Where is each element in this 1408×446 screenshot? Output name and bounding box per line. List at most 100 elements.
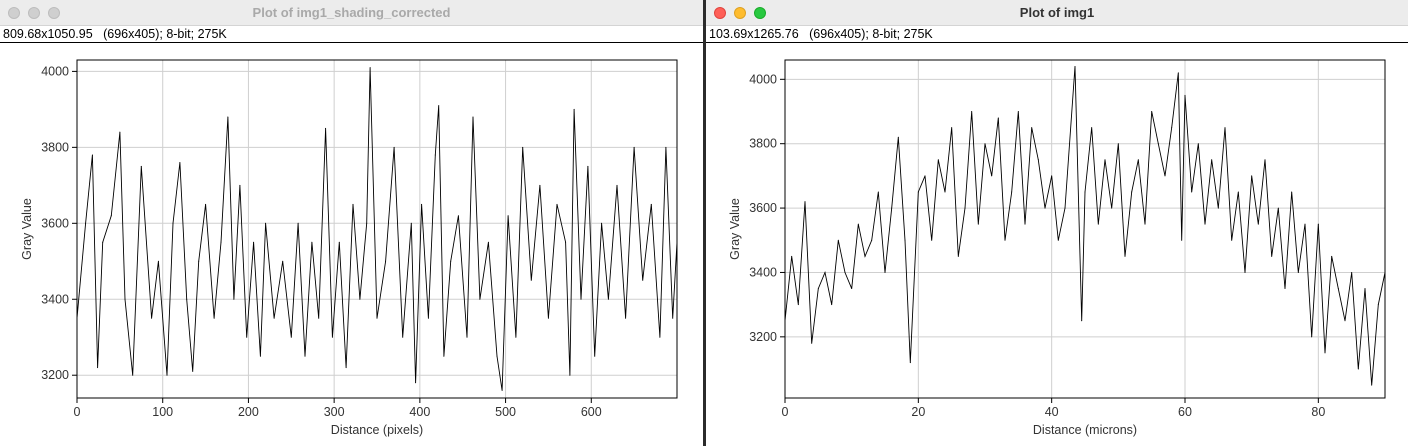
data-point	[811, 342, 813, 344]
data-point	[415, 382, 417, 384]
data-point	[971, 111, 973, 113]
data-point	[501, 389, 503, 391]
data-point	[665, 146, 667, 148]
data-point	[931, 239, 933, 241]
plot-area	[77, 60, 677, 398]
data-point	[1371, 384, 1373, 386]
data-point	[157, 260, 159, 262]
data-point	[198, 260, 200, 262]
data-point	[331, 336, 333, 338]
data-point	[421, 203, 423, 205]
x-tick-label: 200	[238, 405, 259, 419]
data-point	[359, 298, 361, 300]
title-bar[interactable]: Plot of img1_shading_corrected	[0, 0, 703, 26]
data-point	[1317, 223, 1319, 225]
data-point	[479, 298, 481, 300]
data-point	[1271, 255, 1273, 257]
data-point	[824, 271, 826, 273]
data-point	[944, 191, 946, 193]
zoom-button[interactable]	[48, 7, 60, 19]
data-point	[1064, 207, 1066, 209]
data-point	[1217, 207, 1219, 209]
data-point	[1111, 207, 1113, 209]
data-point	[1304, 223, 1306, 225]
close-button[interactable]	[8, 7, 20, 19]
data-point	[259, 355, 261, 357]
data-point	[1037, 159, 1039, 161]
profile-line	[76, 67, 678, 391]
data-point	[151, 317, 153, 319]
data-point	[565, 241, 567, 243]
data-point	[192, 370, 194, 372]
x-axis-label: Distance (microns)	[1033, 423, 1137, 437]
profile-plot[interactable]: 0 20 40 60 80 3200 3400 3600 3800 4000 Distance (m…	[706, 43, 1408, 446]
data-point	[290, 336, 292, 338]
data-point	[1377, 304, 1379, 306]
data-point	[1011, 191, 1013, 193]
data-point	[1277, 207, 1279, 209]
image-info-bar: 103.69x1265.76 (696x405); 8-bit; 275K	[706, 26, 1408, 43]
y-axis-label: Gray Value	[20, 198, 34, 260]
title-bar[interactable]: Plot of img1	[706, 0, 1408, 26]
data-point	[1364, 288, 1366, 290]
x-axis-label: Distance (pixels)	[331, 423, 423, 437]
data-point	[434, 154, 436, 156]
data-point	[857, 223, 859, 225]
zoom-button[interactable]	[754, 7, 766, 19]
data-point	[616, 184, 618, 186]
data-point	[304, 355, 306, 357]
data-point	[438, 105, 440, 107]
data-point	[496, 355, 498, 357]
data-point	[573, 108, 575, 110]
data-point	[220, 241, 222, 243]
data-point	[179, 162, 181, 164]
data-point	[1181, 239, 1183, 241]
data-point	[1344, 320, 1346, 322]
data-point	[1057, 239, 1059, 241]
data-point	[1204, 223, 1206, 225]
data-point	[186, 298, 188, 300]
y-axis-label: Gray Value	[728, 198, 742, 260]
data-point	[253, 241, 255, 243]
data-point	[904, 239, 906, 241]
profile-plot[interactable]: 0 100 200 300 400 500 600 3200 3400 3600 3800 4000 D…	[0, 43, 703, 446]
data-point	[466, 336, 468, 338]
data-point	[601, 222, 603, 224]
data-point	[659, 336, 661, 338]
data-point	[1117, 143, 1119, 145]
y-tick-label: 4000	[749, 72, 777, 86]
data-point	[311, 241, 313, 243]
plot-frame	[784, 59, 1386, 399]
data-point	[1311, 336, 1313, 338]
data-point	[140, 165, 142, 167]
data-point	[1184, 94, 1186, 96]
y-tick-label: 3400	[41, 292, 69, 306]
data-point	[556, 203, 558, 205]
x-tick-label: 20	[911, 405, 925, 419]
data-point	[964, 207, 966, 209]
minimize-button[interactable]	[734, 7, 746, 19]
close-button[interactable]	[714, 7, 726, 19]
minimize-button[interactable]	[28, 7, 40, 19]
data-point	[937, 159, 939, 161]
data-point	[1197, 143, 1199, 145]
x-tick-label: 40	[1045, 405, 1059, 419]
x-tick-label: 0	[74, 405, 81, 419]
data-point	[864, 255, 866, 257]
data-point	[791, 255, 793, 257]
data-point	[1171, 127, 1173, 129]
data-point	[213, 317, 215, 319]
data-point	[884, 271, 886, 273]
data-point	[844, 271, 846, 273]
data-point	[487, 241, 489, 243]
data-point	[977, 223, 979, 225]
data-point	[909, 362, 911, 364]
x-tick-label: 500	[495, 405, 516, 419]
data-point	[625, 317, 627, 319]
data-point	[530, 279, 532, 281]
data-point	[273, 317, 275, 319]
data-point	[393, 146, 395, 148]
data-point	[205, 203, 207, 205]
data-point	[831, 304, 833, 306]
gridlines	[76, 60, 677, 398]
